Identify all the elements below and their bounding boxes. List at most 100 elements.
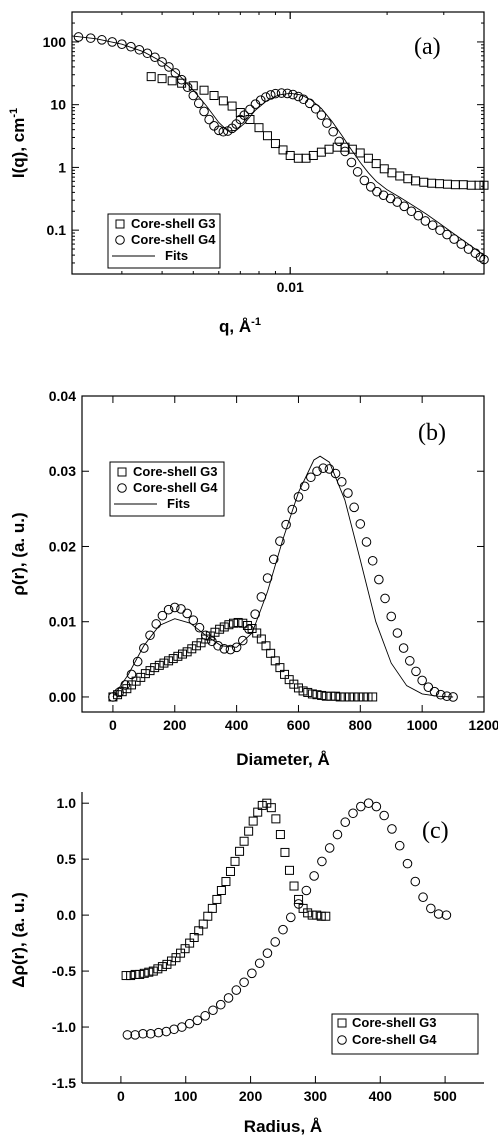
core-shell-g4-point [293, 91, 304, 102]
core-shell-g4-point [219, 644, 230, 654]
core-shell-g4-point [456, 239, 467, 249]
core-shell-g3-point [167, 76, 177, 86]
y-tick-label: -1.0 [52, 1019, 76, 1035]
core-shell-g3-point [479, 180, 489, 190]
core-shell-g3-point [244, 826, 254, 836]
core-shell-g3-point [146, 72, 156, 82]
core-shell-g3-point [157, 962, 167, 972]
core-shell-g3-point [221, 877, 231, 887]
core-shell-g3-point [239, 836, 249, 846]
core-shell-g4-point [182, 82, 193, 92]
y-tick-label: 0.02 [49, 538, 76, 554]
legend-entry-label: Core-shell G4 [133, 480, 218, 495]
core-shell-g4-point [324, 843, 335, 853]
core-shell-g4-point [164, 62, 174, 72]
y-tick-label: -0.5 [52, 963, 76, 979]
core-shell-g4-point [406, 206, 417, 217]
core-shell-g4-point [374, 574, 384, 585]
legend-marker [337, 1018, 347, 1028]
core-shell-g4-point [449, 234, 459, 244]
core-shell-g4-point [97, 35, 107, 45]
legend-marker [117, 483, 127, 493]
core-shell-g3-point [233, 617, 243, 627]
core-shell-g4-point [176, 604, 186, 614]
core-shell-g4-point [192, 1015, 203, 1026]
core-shell-g3-point [294, 894, 304, 904]
core-shell-g4-point [138, 1028, 148, 1039]
core-shell-g3-point [235, 846, 245, 856]
core-shell-g3-point [130, 969, 140, 979]
core-shell-g3-point [419, 177, 429, 187]
x-tick-label: 0.01 [277, 279, 304, 295]
x-axis-label: Radius, Å [244, 1117, 322, 1136]
core-shell-g4-point [316, 110, 327, 120]
core-shell-g3-point [187, 644, 197, 654]
legend-entry-label: Core-shell G3 [131, 216, 216, 231]
core-shell-g3-point [150, 663, 160, 673]
y-axis-label: I(q), cm-1 [8, 108, 28, 178]
core-shell-g4-point [193, 98, 204, 109]
core-shell-g3-point [332, 142, 342, 152]
core-shell-g3-point [224, 620, 234, 630]
core-shell-g3-point [166, 956, 176, 966]
core-shell-g3-point [266, 648, 276, 658]
core-shell-g4-point [108, 692, 118, 702]
core-shell-g4-point [418, 892, 428, 903]
core-shell-g3-point [199, 85, 209, 95]
core-shell-g4-point [218, 126, 229, 137]
core-shell-g4-point [117, 39, 127, 50]
x-tick-label: 300 [304, 1088, 328, 1104]
core-shell-g4-point [398, 643, 409, 653]
x-tick-label: 400 [225, 717, 249, 733]
core-shell-g3-point [227, 101, 237, 111]
core-shell-g4-point [346, 157, 357, 168]
y-axis-label: ρ(r), (a. u.) [9, 512, 28, 595]
core-shell-g4-point [142, 48, 153, 59]
core-shell-g3-point [203, 911, 213, 921]
x-tick-label: 0 [109, 717, 117, 733]
core-shell-g4-point [349, 502, 359, 513]
core-shell-g3-point [403, 174, 413, 184]
core-shell-g3-point [321, 691, 331, 701]
core-shell-g3-point [363, 153, 373, 163]
core-shell-g4-point [479, 254, 489, 265]
x-axis-label-superscript: -1 [251, 316, 261, 328]
core-shell-g3-point [121, 971, 131, 981]
core-shell-g3-point [458, 180, 468, 190]
core-shell-g3-point [164, 656, 174, 666]
core-shell-g4-point [348, 808, 358, 819]
core-shell-g4-point [150, 52, 160, 63]
core-shell-g4-point [318, 463, 329, 474]
core-shell-g3-point [162, 959, 172, 969]
core-shell-g4-point [254, 958, 265, 969]
core-shell-g4-point [355, 519, 366, 529]
core-shell-g3-point [474, 180, 484, 190]
core-shell-g4-point [293, 899, 304, 909]
core-shell-g4-point [420, 216, 431, 226]
core-shell-g3-point [435, 179, 445, 189]
core-shell-g4-point [169, 602, 180, 613]
core-shell-g3-point [271, 814, 281, 824]
core-shell-g3-point [395, 171, 405, 181]
core-shell-g4-point [207, 636, 217, 647]
core-shell-g3-point [185, 938, 195, 948]
core-shell-g3-point [331, 691, 341, 701]
core-shell-g3-point [207, 903, 217, 913]
core-shell-g3-point [229, 618, 239, 628]
core-shell-g4-point [433, 909, 444, 919]
core-shell-g3-point [275, 663, 285, 673]
core-shell-g4-point [413, 210, 424, 221]
core-shell-g3-point [450, 180, 460, 190]
core-shell-g3-point [230, 856, 240, 866]
core-shell-g3-point [253, 807, 263, 817]
core-shell-g3-point [275, 830, 285, 840]
core-shell-g3-point [301, 153, 311, 163]
core-shell-g3-point [248, 816, 258, 826]
core-shell-g3-point [126, 971, 136, 981]
core-shell-g4-point [134, 44, 145, 55]
core-shell-g3-point [312, 910, 322, 920]
core-shell-g3-point [316, 147, 326, 157]
core-shell-g3-point [466, 180, 476, 190]
panel-label: (b) [418, 420, 446, 446]
core-shell-g3-point [218, 96, 228, 106]
